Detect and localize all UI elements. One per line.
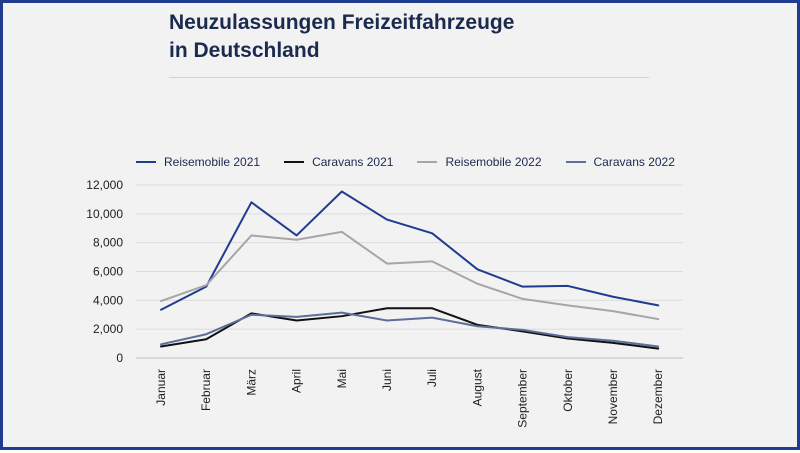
y-tick-label: 2,000: [93, 322, 123, 336]
y-tick-label: 10,000: [86, 207, 123, 221]
x-tick-label: Mai: [335, 369, 349, 388]
x-tick-label: Juni: [380, 369, 394, 391]
x-tick-label: August: [470, 368, 484, 406]
chart-legend: Reisemobile 2021 Caravans 2021 Reisemobile…: [136, 155, 699, 169]
legend-label: Caravans 2021: [312, 155, 394, 169]
y-axis-ticks: 0 2,000 4,000 6,000 8,000 10,000 12,000: [86, 178, 123, 365]
legend-item-reisemobile-2022: Reisemobile 2022: [417, 155, 542, 169]
y-tick-label: 8,000: [93, 236, 123, 250]
legend-swatch: [565, 161, 586, 163]
x-tick-label: Oktober: [561, 369, 575, 412]
x-tick-label: November: [606, 369, 620, 424]
x-tick-label: März: [244, 369, 258, 396]
legend-item-caravans-2022: Caravans 2022: [565, 155, 675, 169]
series-line-caravans-2021: [160, 307, 660, 350]
legend-label: Caravans 2022: [593, 155, 675, 169]
x-tick-label: Februar: [199, 369, 213, 411]
y-tick-label: 12,000: [86, 178, 123, 192]
y-tick-label: 0: [116, 351, 123, 365]
series-line-reisemobile-2022: [160, 230, 660, 321]
legend-swatch: [136, 161, 156, 163]
grid-lines: [136, 184, 683, 359]
x-tick-label: Juli: [425, 369, 439, 387]
legend-swatch: [417, 161, 438, 163]
series-lines: [160, 190, 660, 350]
x-tick-label: April: [290, 369, 304, 393]
x-axis-ticks: Januar Februar März April Mai Juni Juli August S…: [154, 368, 665, 427]
y-tick-label: 6,000: [93, 265, 123, 279]
chart-title-line-1: Neuzulassungen Freizeitfahrzeuge: [169, 11, 515, 34]
chart-title: Neuzulassungen Freizeitfahrzeuge in Deut…: [169, 9, 689, 65]
legend-swatch: [284, 161, 305, 163]
series-line-caravans-2022: [160, 311, 660, 348]
x-tick-label: Dezember: [651, 369, 665, 424]
series-line-reisemobile-2021: [160, 190, 660, 311]
legend-label: Reisemobile 2021: [164, 155, 261, 169]
legend-item-reisemobile-2021: Reisemobile 2021: [136, 155, 260, 169]
legend-label: Reisemobile 2022: [445, 155, 542, 169]
title-divider: [169, 77, 649, 78]
x-tick-label: September: [516, 369, 530, 428]
x-tick-label: Januar: [154, 369, 168, 406]
y-tick-label: 4,000: [93, 293, 123, 307]
line-chart: 0 2,000 4,000 6,000 8,000 10,000 12,000 Januar…: [86, 178, 683, 428]
legend-item-caravans-2021: Caravans 2021: [284, 155, 393, 169]
chart-title-line-2: in Deutschland: [169, 39, 320, 62]
